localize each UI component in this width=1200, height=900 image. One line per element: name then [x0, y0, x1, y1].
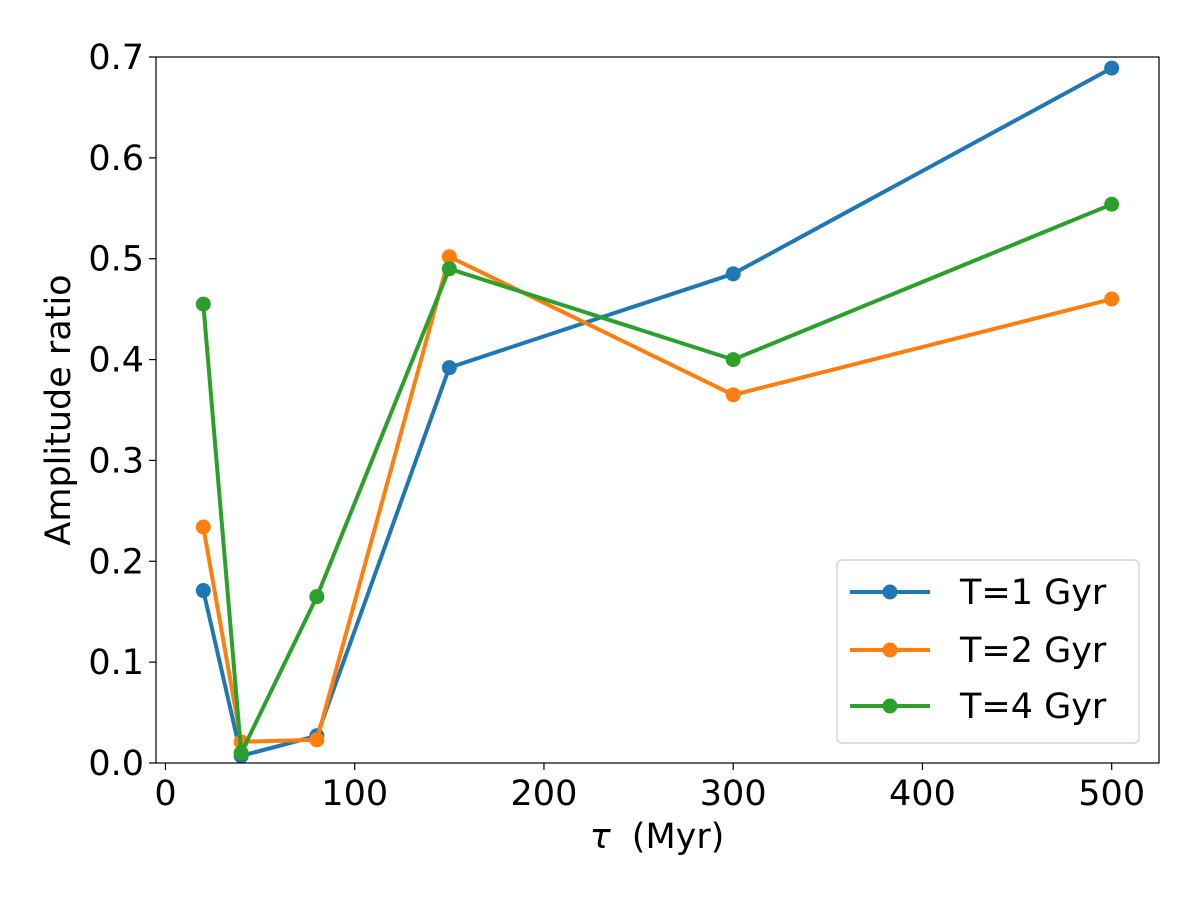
data-point: [441, 249, 457, 265]
data-point: [195, 519, 211, 535]
x-axis-unit: (Myr): [632, 817, 725, 857]
y-tick-label: 0.1: [88, 643, 144, 683]
series-line: [201, 254, 1114, 744]
legend-label-t1: T=1 Gyr: [959, 573, 1107, 613]
y-axis-ticks: 0.0 0.1 0.2 0.3 0.4 0.5 0.6 0.7: [88, 38, 156, 784]
legend-entry-t2: T=2 Gyr: [850, 631, 1107, 671]
x-tick-label: 400: [889, 774, 956, 814]
data-point: [441, 261, 457, 277]
x-tick-label: 100: [321, 774, 388, 814]
legend-entry-t1: T=1 Gyr: [850, 573, 1107, 613]
y-axis-label: Amplitude ratio: [39, 274, 79, 545]
data-point: [725, 266, 741, 282]
x-tick-label: 300: [700, 774, 767, 814]
legend: T=1 Gyr T=2 Gyr T=4 Gyr: [836, 559, 1140, 744]
data-point: [1104, 291, 1120, 307]
x-tick-label: 500: [1078, 774, 1145, 814]
legend-box: [836, 559, 1140, 744]
x-axis-ticks: 0 100 200 300 400 500: [154, 763, 1145, 814]
y-tick-label: 0.7: [88, 38, 144, 78]
legend-marker-t4: [882, 698, 898, 714]
y-tick-label: 0.3: [88, 441, 144, 481]
plot-area: [195, 60, 1120, 764]
series-3: [195, 196, 1120, 761]
series-line: [201, 202, 1114, 755]
y-tick-label: 0.6: [88, 139, 144, 179]
data-point: [309, 732, 325, 748]
x-axis-symbol: τ: [590, 817, 612, 857]
data-point: [233, 745, 249, 761]
data-point: [725, 387, 741, 403]
data-point: [725, 352, 741, 368]
legend-entry-t4: T=4 Gyr: [850, 687, 1107, 727]
data-point: [195, 296, 211, 312]
x-axis-label: τ (Myr): [590, 817, 725, 857]
legend-marker-t1: [882, 584, 898, 600]
data-point: [1104, 196, 1120, 212]
legend-marker-t2: [882, 642, 898, 658]
y-tick-label: 0.2: [88, 542, 144, 582]
data-point: [1104, 60, 1120, 76]
legend-label-t2: T=2 Gyr: [959, 631, 1107, 671]
data-point: [309, 589, 325, 605]
plot-frame: [155, 56, 1160, 764]
x-tick-label: 0: [154, 774, 176, 814]
y-tick-label: 0.4: [88, 341, 144, 381]
series-line: [201, 66, 1114, 758]
data-point: [441, 360, 457, 376]
legend-label-t4: T=4 Gyr: [959, 687, 1107, 727]
y-tick-label: 0.0: [88, 744, 144, 784]
x-tick-label: 200: [511, 774, 578, 814]
data-point: [195, 583, 211, 599]
y-tick-label: 0.5: [88, 240, 144, 280]
